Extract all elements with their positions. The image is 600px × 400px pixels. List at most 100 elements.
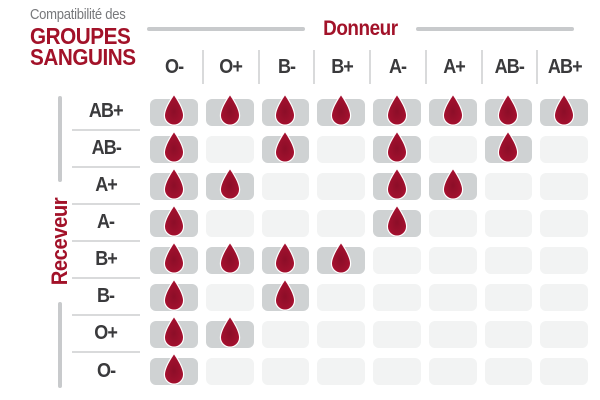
incompatible-pill [540, 136, 588, 163]
incompatible-pill [373, 321, 421, 348]
donor-axis-header: Donneur [147, 15, 575, 43]
compatibility-cell [202, 279, 258, 316]
compatible-pill [205, 173, 254, 200]
incompatible-pill [484, 173, 533, 200]
compatible-pill [150, 284, 198, 311]
compatibility-cell [536, 242, 592, 279]
compatible-pill [261, 247, 310, 274]
compatibility-cell [258, 241, 314, 279]
incompatible-pill [261, 173, 310, 200]
compatibility-cell [536, 353, 592, 390]
compatibility-cell [258, 93, 314, 131]
compatible-pill [150, 210, 198, 237]
compatible-pill [261, 136, 310, 163]
compatibility-cell [425, 316, 481, 353]
donor-axis-line-right [415, 27, 575, 31]
incompatible-pill [428, 136, 477, 163]
compatible-pill [428, 173, 477, 200]
incompatible-pill [205, 136, 254, 163]
compatibility-cell [425, 242, 481, 279]
compatibility-matrix [146, 93, 592, 390]
compatibility-cell [258, 278, 314, 316]
compatible-pill [373, 173, 421, 200]
compatibility-cell [313, 168, 369, 205]
incompatible-pill [540, 321, 588, 348]
compatibility-cell [313, 279, 369, 316]
incompatible-pill [205, 210, 254, 237]
incompatible-pill [540, 284, 588, 311]
compatibility-cell [536, 316, 592, 353]
compatibility-cell [425, 205, 481, 242]
incompatible-pill [484, 284, 533, 311]
recipient-axis-header: Receveur [47, 96, 73, 389]
compatibility-cell [536, 131, 592, 168]
incompatible-pill [317, 173, 365, 200]
compatible-pill [205, 99, 254, 126]
donor-axis-label: Donneur [323, 17, 398, 40]
recipient-row-label: B+ [72, 242, 140, 279]
compatible-pill [261, 284, 310, 311]
compatibility-cell [369, 204, 425, 242]
compatibility-cell [369, 242, 425, 279]
compatible-pill [540, 99, 588, 126]
compatibility-cell [369, 167, 425, 205]
incompatible-pill [540, 210, 588, 237]
compatible-pill [205, 247, 254, 274]
incompatible-pill [373, 247, 421, 274]
compatibility-cell [202, 167, 258, 205]
recipient-row-label: A+ [72, 168, 140, 205]
incompatible-pill [484, 358, 533, 385]
compatibility-cell [481, 279, 537, 316]
recipient-row-label: A- [72, 205, 140, 242]
compatible-pill [373, 99, 421, 126]
compatibility-cell [146, 93, 202, 131]
incompatible-pill [484, 321, 533, 348]
donor-col-header: AB+ [536, 50, 592, 84]
incompatible-pill [373, 358, 421, 385]
compatibility-cell [369, 353, 425, 390]
compatibility-cell [313, 131, 369, 168]
page-title: Compatibilité des GROUPES SANGUINS [30, 8, 147, 68]
compatible-pill [205, 321, 254, 348]
incompatible-pill [428, 247, 477, 274]
incompatible-pill [317, 321, 365, 348]
compatible-pill [373, 136, 421, 163]
compatibility-cell [313, 93, 369, 131]
incompatible-pill [261, 210, 310, 237]
recipient-axis-line-bottom [58, 301, 62, 389]
compatible-pill [150, 136, 198, 163]
compatibility-cell [258, 130, 314, 168]
compatibility-cell [202, 205, 258, 242]
donor-column-headers: O- O+ B- B+ A- A+ AB- AB+ [146, 50, 592, 84]
compatible-pill [150, 358, 198, 385]
incompatible-pill [540, 247, 588, 274]
compatible-pill [484, 99, 533, 126]
donor-col-header: O+ [201, 50, 258, 84]
compatibility-cell [258, 205, 314, 242]
compatible-pill [150, 99, 198, 126]
compatibility-cell [536, 93, 592, 131]
incompatible-pill [540, 358, 588, 385]
recipient-axis-label: Receveur [47, 198, 72, 286]
donor-axis-line-left [147, 27, 306, 31]
compatibility-cell [536, 205, 592, 242]
compatibility-cell [313, 353, 369, 390]
incompatible-pill [484, 210, 533, 237]
title-subtitle: Compatibilité des [30, 7, 126, 23]
donor-col-header: A+ [424, 50, 481, 84]
compatibility-cell [481, 353, 537, 390]
compatibility-cell [313, 316, 369, 353]
incompatible-pill [484, 247, 533, 274]
compatibility-cell [313, 241, 369, 279]
compatibility-cell [369, 130, 425, 168]
incompatible-pill [317, 284, 365, 311]
incompatible-pill [205, 284, 254, 311]
recipient-row-label: O+ [72, 316, 140, 353]
recipient-axis-line-top [58, 96, 62, 183]
compatibility-cell [481, 168, 537, 205]
title-line-groupes: GROUPES [30, 22, 131, 49]
compatibility-cell [258, 316, 314, 353]
recipient-row-label: O- [96, 360, 116, 382]
compatible-pill [150, 173, 198, 200]
